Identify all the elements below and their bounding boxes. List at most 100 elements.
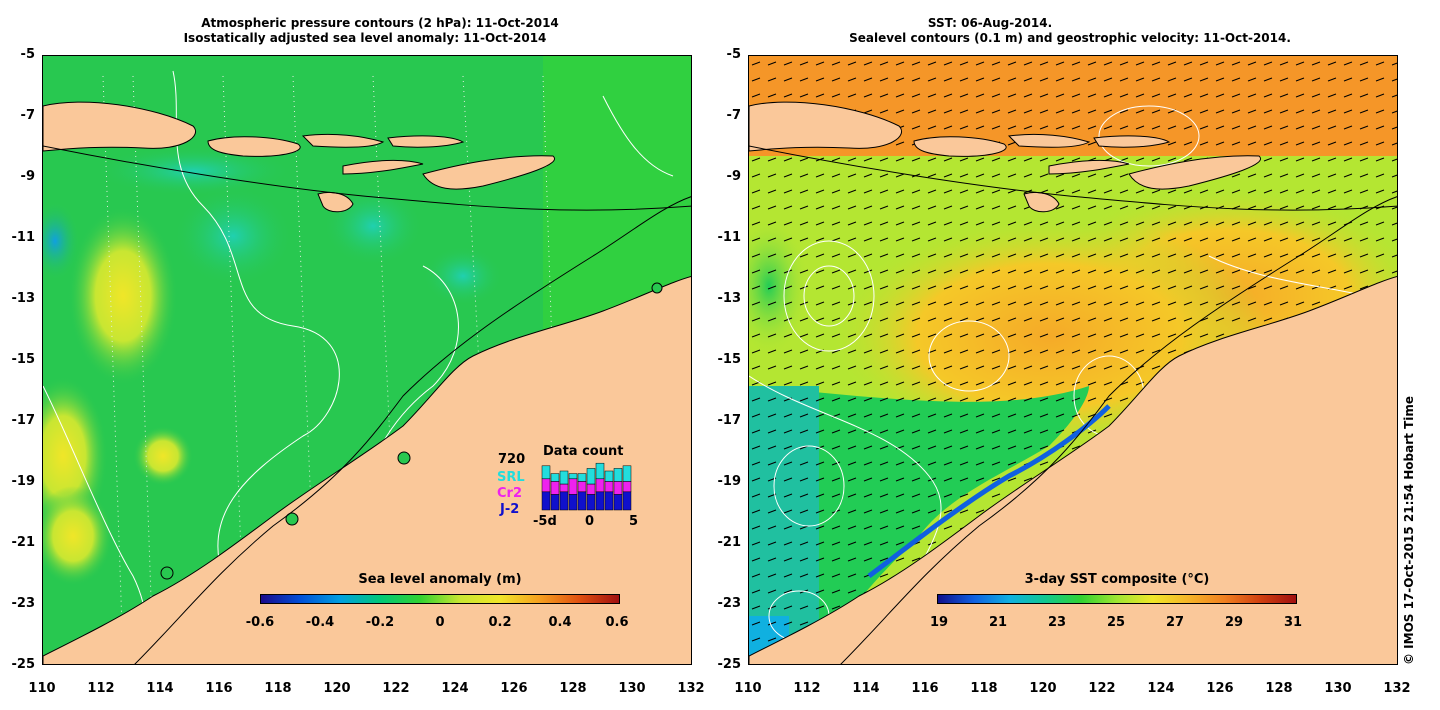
sla-colorbar-tick: 0.2 [488,615,512,630]
x-tick: 120 [1029,681,1057,696]
x-tick: 132 [1383,681,1411,696]
y-tick: -5 [20,47,35,62]
sst-colorbar-tick: 19 [929,615,949,630]
y-tick: -11 [717,230,742,245]
data-count-bar-j2 [559,491,569,511]
y-tick: -11 [11,230,36,245]
imos-credit: © IMOS 17-Oct-2015 21:54 Hobart Time [1402,395,1416,665]
y-tick: -15 [717,352,742,367]
data-count-bar-j2 [613,494,623,511]
data-count-x-tick: -5d [533,514,557,529]
x-tick: 114 [146,681,174,696]
data-count-bar-cr2 [604,481,614,493]
y-tick: -13 [717,291,742,306]
sst-velocity-map [748,55,1398,665]
x-tick: 112 [87,681,115,696]
sst-colorbar-tick: 23 [1047,615,1067,630]
data-count-bar-srl [586,468,596,485]
data-count-x-tick: 0 [585,514,595,529]
data-count-title: Data count [543,444,624,459]
sla-colorbar-tick: 0.4 [548,615,572,630]
data-count-bar-srl [577,473,587,482]
y-tick: -25 [717,657,742,672]
data-count-x-tick: 5 [629,514,639,529]
data-count-bars [541,462,632,511]
data-count-bar-srl [559,470,569,485]
y-tick: -17 [11,413,36,428]
x-tick: 116 [911,681,939,696]
data-count-bar-srl [568,473,578,480]
sst-colorbar-tick: 25 [1106,615,1126,630]
x-tick: 124 [441,681,469,696]
x-tick: 118 [264,681,292,696]
sea-level-anomaly-map [42,55,692,665]
y-tick: -9 [726,169,741,184]
y-tick: -23 [11,596,36,611]
y-tick: -19 [11,474,36,489]
y-tick: -9 [20,169,35,184]
y-tick: -17 [717,413,742,428]
x-tick: 120 [323,681,351,696]
data-count-bar-srl [604,470,614,482]
y-tick: -13 [11,291,36,306]
data-count-bar-srl [550,473,560,482]
data-count-bar-j2 [577,491,587,511]
data-count-bar-j2 [550,494,560,511]
x-tick: 132 [677,681,705,696]
data-count-bar-srl [622,465,632,482]
legend-srl: SRL [497,470,525,485]
data-count-bar-srl [613,468,623,482]
sla-colorbar-title: Sea level anomaly (m) [358,572,522,587]
x-tick: 110 [734,681,762,696]
sla-colorbar-tick: 0.6 [605,615,629,630]
left-title-line2: Isostatically adjusted sea level anomaly… [183,31,547,45]
y-tick: -21 [717,535,742,550]
data-count-bar-j2 [595,491,605,511]
x-tick: 112 [793,681,821,696]
sla-colorbar-tick: 0 [435,615,445,630]
sst-colorbar-tick: 27 [1165,615,1185,630]
x-tick: 126 [1206,681,1234,696]
data-count-bar-cr2 [559,483,569,493]
sla-colorbar-tick: -0.4 [305,615,335,630]
data-count-bar-cr2 [622,481,632,493]
y-tick: -15 [11,352,36,367]
x-tick: 122 [382,681,410,696]
data-count-bar-srl [541,465,551,480]
sst-colorbar-tick: 29 [1224,615,1244,630]
sla-colorbar-gradient [260,594,620,604]
data-count-bar-cr2 [595,478,605,493]
right-title-line1: SST: 06-Aug-2014. [927,16,1053,30]
data-count-bar-cr2 [550,481,560,495]
data-count-bar-cr2 [568,478,578,495]
data-count-bar-j2 [541,491,551,511]
x-tick: 118 [970,681,998,696]
data-count-bar-j2 [604,491,614,511]
x-tick: 114 [852,681,880,696]
y-tick: -25 [11,657,36,672]
data-count-bar-cr2 [613,481,623,495]
y-tick: -7 [20,108,35,123]
sla-colorbar-tick: -0.6 [245,615,275,630]
sst-colorbar-gradient [937,594,1297,604]
sst-colorbar-tick: 21 [988,615,1008,630]
right-title-line2: Sealevel contours (0.1 m) and geostrophi… [849,31,1291,45]
x-tick: 130 [618,681,646,696]
data-count-bar-j2 [586,494,596,511]
y-tick: -7 [726,108,741,123]
x-tick: 130 [1324,681,1352,696]
left-title-line1: Atmospheric pressure contours (2 hPa): 1… [201,16,559,30]
x-tick: 128 [1265,681,1293,696]
data-count-bar-srl [595,462,605,480]
x-tick: 122 [1088,681,1116,696]
y-tick: -19 [717,474,742,489]
sla-colorbar-tick: -0.2 [365,615,395,630]
y-tick: -21 [11,535,36,550]
y-tick: -5 [726,47,741,62]
x-tick: 128 [559,681,587,696]
x-tick: 116 [205,681,233,696]
sst-colorbar-title: 3-day SST composite (°C) [1024,572,1210,587]
data-count-max-label: 720 [498,452,526,467]
data-count-bar-cr2 [586,483,596,495]
data-count-bar-j2 [622,491,632,511]
